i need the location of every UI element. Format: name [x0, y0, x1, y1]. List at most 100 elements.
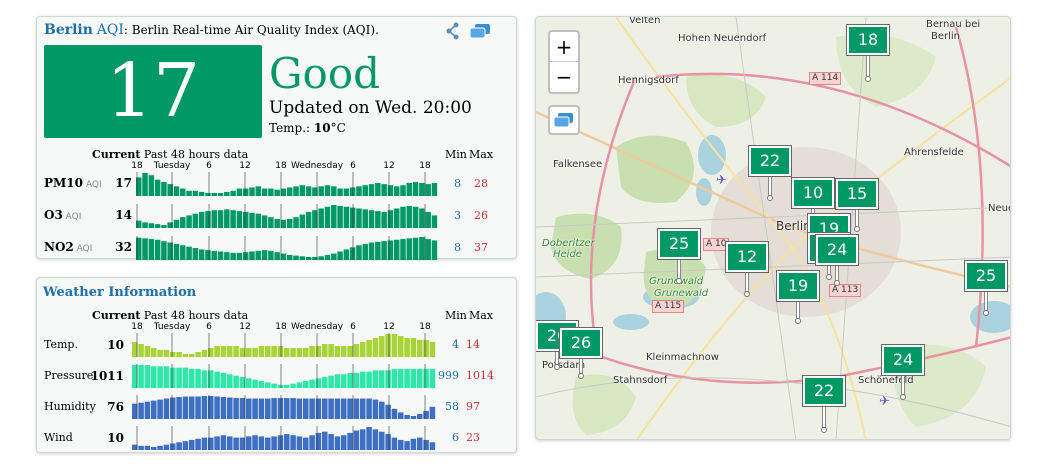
marker-dot	[854, 226, 860, 232]
aqi-pm10-bar	[431, 183, 438, 196]
weather-pressure-bar	[214, 371, 220, 388]
time-tick: 6	[350, 322, 356, 332]
aqi-no2-bar	[412, 237, 419, 260]
weather-row-label: Pressure	[44, 369, 94, 382]
station-marker[interactable]: 19	[777, 271, 819, 301]
aqi-pm10-bar	[230, 190, 236, 196]
weather-wind-bar	[239, 437, 246, 450]
station-marker[interactable]: 12	[726, 242, 768, 272]
weather-pressure-bar	[353, 373, 360, 388]
weather-pressure-bar	[423, 369, 429, 388]
station-marker[interactable]: 18	[847, 25, 889, 55]
aqi-pm10-bar	[343, 188, 350, 196]
aqi-city-link[interactable]: Berlin	[44, 22, 93, 38]
aqi-no2-bar	[318, 256, 324, 260]
weather-temp-bar	[271, 346, 277, 357]
weather-humidity-bar	[233, 398, 239, 419]
weather-humidity-bar	[284, 398, 290, 419]
aqi-pm10-bar	[255, 186, 262, 196]
station-marker[interactable]: 25	[965, 261, 1007, 291]
weather-pressure-bar	[277, 385, 284, 388]
station-marker[interactable]: 25	[658, 229, 700, 259]
road-label: A 115	[652, 300, 685, 313]
map-tiles[interactable]: ✈ ✈	[536, 17, 1011, 440]
aqi-pm10-bar	[387, 185, 394, 196]
weather-humidity-bar	[309, 398, 315, 419]
weather-title: Weather Information	[43, 285, 197, 300]
weather-humidity-bar	[170, 397, 176, 419]
aqi-o3-bar	[356, 208, 362, 228]
aqi-o3-sparkline[interactable]	[136, 204, 438, 228]
aqi-no2-bar	[268, 250, 274, 260]
weather-row-min: 999	[438, 369, 459, 382]
aqi-o3-bar	[287, 218, 293, 228]
weather-wind-bar	[157, 445, 163, 450]
place-label: Velten	[629, 16, 661, 26]
marker-pin	[678, 259, 680, 281]
weather-header-current: Current	[92, 309, 141, 322]
aqi-pm10-bar	[142, 173, 148, 196]
layers-icon	[553, 113, 573, 128]
place-label: Doberitzer	[542, 238, 595, 249]
weather-temp-bar	[391, 334, 398, 357]
weather-pressure-bar	[391, 369, 398, 388]
weather-temp-bar	[429, 342, 436, 357]
station-marker[interactable]: 10	[792, 178, 834, 208]
aqi-row-max: 26	[474, 209, 488, 222]
aqi-o3-bar	[217, 210, 224, 228]
weather-pressure-sparkline[interactable]	[132, 364, 436, 388]
station-marker[interactable]: 26	[560, 328, 602, 358]
aqi-pm10-bar	[287, 187, 293, 196]
embed-icon[interactable]	[469, 23, 491, 39]
marker-pin	[746, 272, 748, 294]
weather-humidity-bar	[246, 398, 252, 419]
weather-temp-sparkline[interactable]	[132, 333, 436, 357]
aqi-pm10-bar	[198, 191, 205, 196]
weather-temp-bar	[176, 352, 182, 357]
share-icon[interactable]	[445, 22, 461, 40]
marker-pin	[769, 176, 771, 198]
weather-wind-bar	[404, 441, 410, 450]
weather-temp-bar	[132, 342, 138, 357]
weather-pressure-bar	[347, 373, 353, 388]
weather-pressure-bar	[220, 373, 227, 388]
aqi-no2-sparkline[interactable]	[136, 236, 438, 260]
time-tick: Tuesday	[153, 322, 191, 332]
map-panel[interactable]: ✈ ✈ Velten Hohen Neuendorf Bernau bei Be…	[535, 16, 1011, 440]
time-tick: 12	[239, 322, 251, 332]
weather-header: Current Past 48 hours data	[92, 309, 248, 322]
zoom-in-button[interactable]: +	[550, 32, 578, 62]
aqi-pm10-sparkline[interactable]	[136, 172, 438, 196]
weather-pressure-bar	[151, 366, 157, 388]
station-marker[interactable]: 22	[749, 146, 791, 176]
weather-temp-bar	[315, 346, 322, 357]
aqi-no2-bar	[211, 250, 217, 260]
weather-pressure-bar	[284, 385, 290, 388]
weather-row-max: 23	[466, 431, 480, 444]
weather-pressure-bar	[233, 375, 239, 388]
station-marker[interactable]: 24	[816, 235, 858, 265]
aqi-pm10-bar	[293, 186, 299, 196]
weather-pressure-bar	[258, 381, 265, 388]
station-marker[interactable]: 24	[882, 345, 924, 375]
weather-humidity-bar	[429, 406, 436, 419]
aqi-o3-bar	[337, 205, 343, 228]
aqi-o3-bar	[305, 211, 312, 228]
aqi-no2-bar	[349, 247, 356, 260]
weather-humidity-bar	[201, 396, 208, 419]
aqi-o3-bar	[211, 210, 217, 228]
weather-humidity-bar	[227, 397, 233, 419]
station-marker[interactable]: 22	[803, 376, 845, 406]
weather-wind-bar	[296, 436, 303, 450]
zoom-out-button[interactable]: −	[555, 65, 573, 89]
weather-temp-bar	[195, 352, 201, 357]
layers-button[interactable]	[548, 105, 580, 135]
weather-wind-sparkline[interactable]	[132, 426, 436, 450]
aqi-header-min: Min	[445, 148, 467, 161]
station-marker[interactable]: 15	[836, 179, 878, 209]
weather-humidity-sparkline[interactable]	[132, 395, 436, 419]
weather-temp-bar	[385, 334, 391, 357]
weather-humidity-bar	[423, 410, 429, 419]
aqi-no2-bar	[393, 239, 400, 260]
aqi-pm10-bar	[148, 175, 155, 196]
